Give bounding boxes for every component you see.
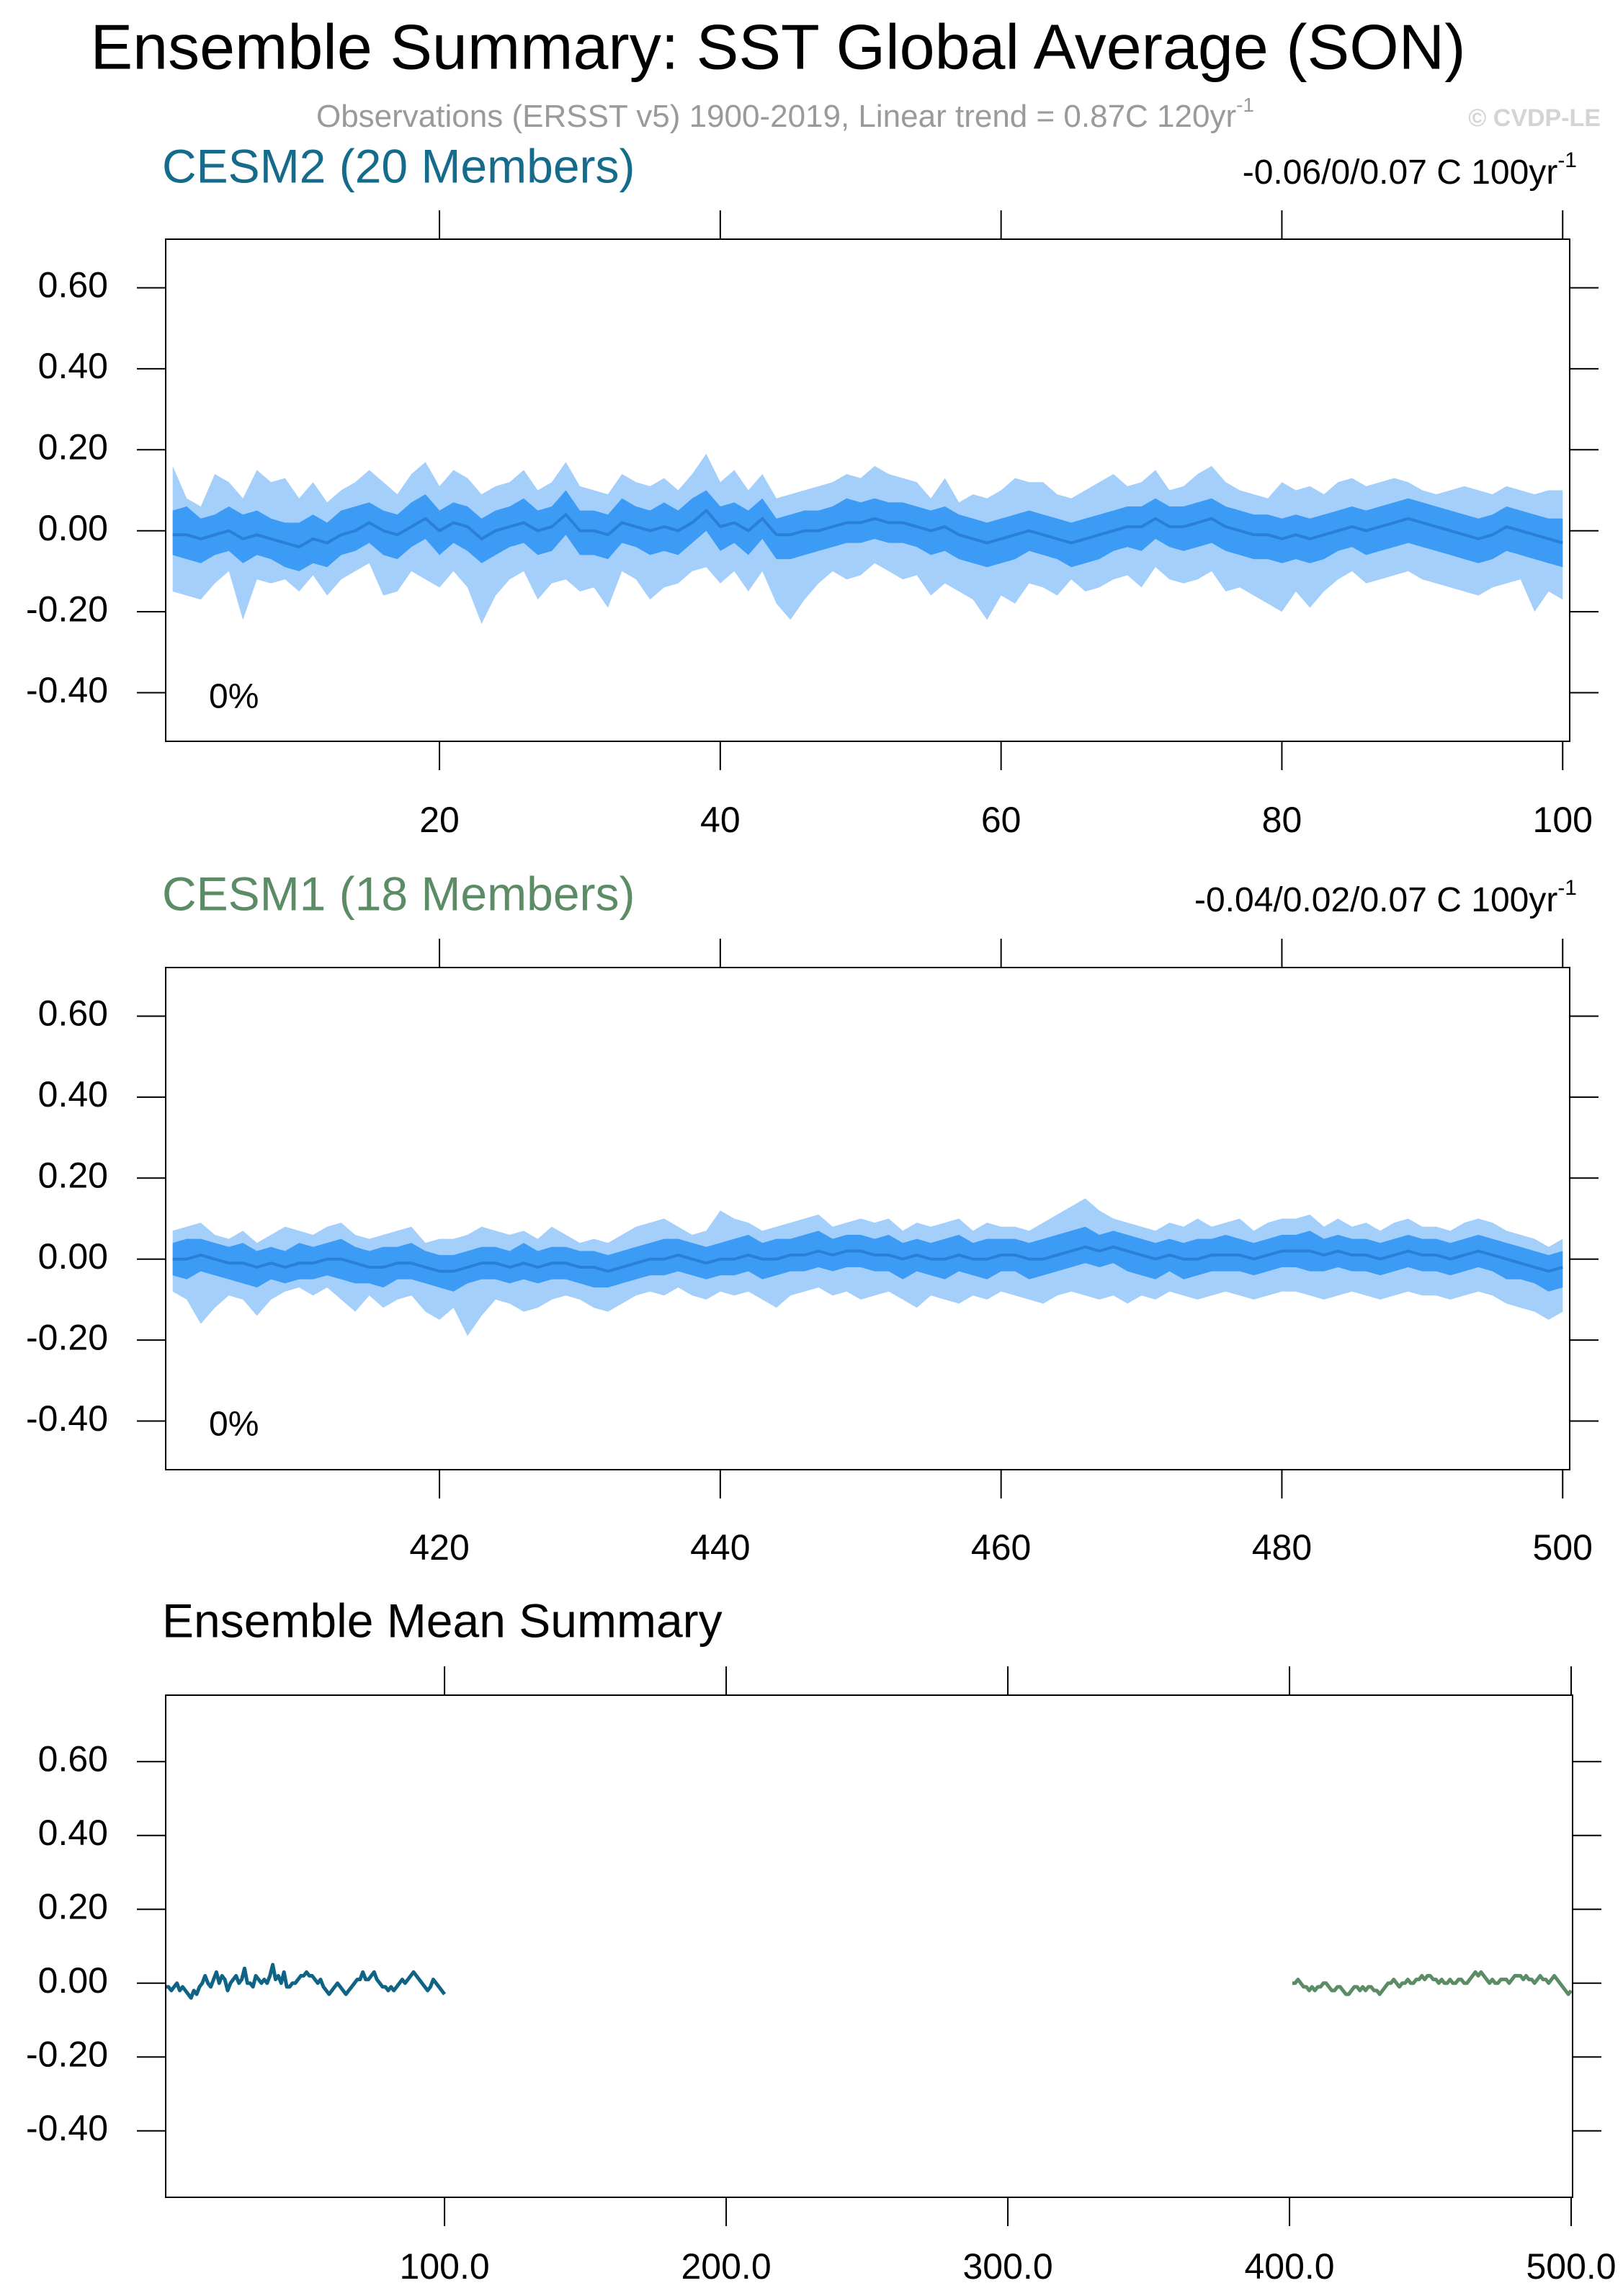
plot-area: [166, 1962, 1573, 2000]
panel: CESM2 (20 Members) -0.06/0/0.07 C 100yr-1…: [26, 139, 1599, 840]
x-tick-label: 500: [1533, 1527, 1593, 1568]
trend-label: -0.04/0.02/0.07 C 100yr-1: [1194, 876, 1577, 919]
x-tick-label: 60: [981, 800, 1021, 840]
y-tick-label: 0.00: [38, 1236, 108, 1277]
x-tick-label: 80: [1262, 800, 1302, 840]
y-tick-label: -0.40: [26, 670, 108, 710]
x-tick-label: 500.0: [1526, 2246, 1616, 2287]
y-tick-label: 0.20: [38, 1155, 108, 1195]
trend-label: -0.06/0/0.07 C 100yr-1: [1243, 148, 1577, 192]
plot-background: [166, 1695, 1573, 2197]
mean-line: [172, 1245, 1563, 1273]
y-tick-label: 0.20: [38, 1886, 108, 1926]
figure-title: Ensemble Summary: SST Global Average (SO…: [90, 11, 1465, 82]
x-tick-label: 100.0: [400, 2246, 490, 2287]
y-tick-label: 0.60: [38, 993, 108, 1034]
y-tick-label: 0.20: [38, 426, 108, 467]
plot-area: [172, 453, 1563, 624]
plot-frame: [165, 238, 1570, 742]
y-tick-label: 0.60: [38, 1738, 108, 1779]
x-tick-label: 480: [1252, 1527, 1312, 1568]
subtitle-superscript: -1: [1236, 94, 1254, 116]
plot-background: [166, 968, 1570, 1470]
panel: CESM1 (18 Members) -0.04/0.02/0.07 C 100y…: [26, 867, 1599, 1568]
x-tick-label: 200.0: [681, 2246, 772, 2287]
y-tick-label: 0.00: [38, 508, 108, 548]
y-tick-label: -0.20: [26, 2034, 108, 2074]
plot-frame: [165, 967, 1570, 1470]
x-tick-label: 40: [700, 800, 741, 840]
plot-frame: [165, 1694, 1573, 2198]
y-tick-label: -0.40: [26, 1398, 108, 1439]
y-tick-label: -0.20: [26, 1317, 108, 1357]
trend-superscript: -1: [1557, 876, 1577, 900]
y-tick-label: 0.00: [38, 1960, 108, 2001]
subtitle: Observations (ERSST v5) 1900-2019, Linea…: [316, 94, 1254, 133]
panel-title: Ensemble Mean Summary: [162, 1594, 723, 1647]
trend-text: -0.04/0.02/0.07 C 100yr: [1194, 881, 1557, 919]
y-tick-label: 0.40: [38, 1813, 108, 1853]
y-tick-label: 0.40: [38, 346, 108, 386]
trend-text: -0.06/0/0.07 C 100yr: [1243, 153, 1558, 192]
y-tick-label: 0.40: [38, 1074, 108, 1115]
x-tick-label: 440: [690, 1527, 750, 1568]
annotation: 0%: [209, 678, 259, 716]
credit: © CVDP-LE: [1468, 104, 1601, 132]
panel-title: CESM2 (20 Members): [162, 139, 635, 192]
y-tick-label: 0.60: [38, 265, 108, 305]
x-tick-label: 300.0: [963, 2246, 1053, 2287]
annotation: 0%: [209, 1406, 259, 1444]
x-tick-label: 20: [419, 800, 460, 840]
trend-superscript: -1: [1557, 148, 1577, 172]
x-tick-label: 100: [1533, 800, 1593, 840]
y-tick-label: -0.20: [26, 589, 108, 629]
plot-area: [172, 1198, 1563, 1336]
mean-line: [172, 509, 1563, 549]
x-tick-label: 420: [409, 1527, 469, 1568]
ensemble-mean-line: [166, 1962, 447, 2000]
y-tick-label: -0.40: [26, 2108, 108, 2148]
subtitle-text: Observations (ERSST v5) 1900-2019, Linea…: [316, 99, 1236, 134]
panel: Ensemble Mean Summary -0.40 -0.20 0.00 0.20 0…: [26, 1594, 1617, 2287]
spread-band: [172, 490, 1563, 571]
spread-band: [172, 1226, 1563, 1292]
ensemble-mean-line: [1292, 1970, 1573, 1996]
x-tick-label: 400.0: [1244, 2246, 1334, 2287]
x-tick-label: 460: [971, 1527, 1031, 1568]
panel-title: CESM1 (18 Members): [162, 867, 635, 920]
